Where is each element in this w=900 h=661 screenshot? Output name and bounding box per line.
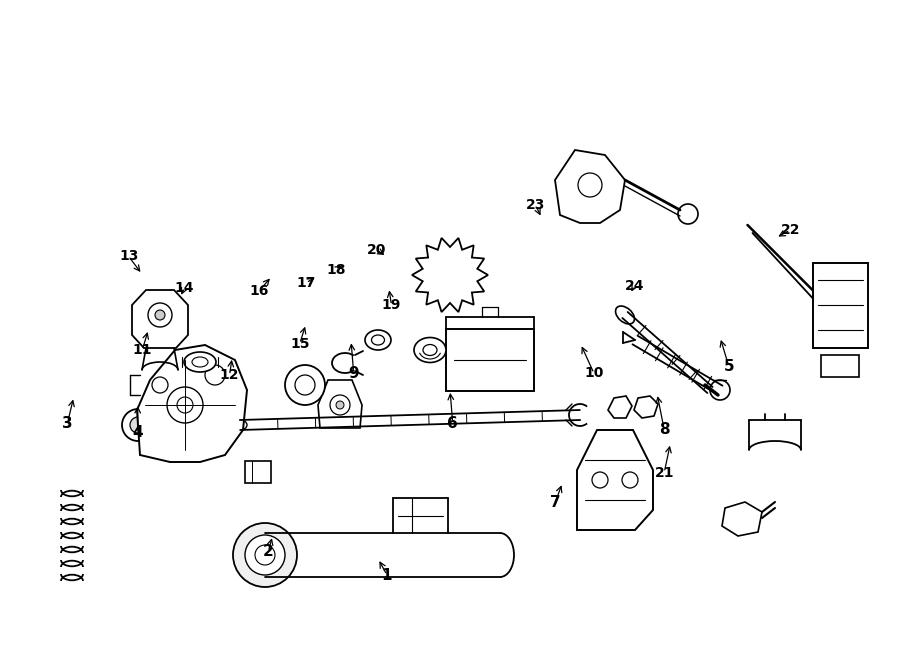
Text: 20: 20 [366,243,386,257]
Text: 2: 2 [263,545,274,559]
Text: 4: 4 [132,426,143,440]
Ellipse shape [365,330,391,350]
Circle shape [122,409,154,441]
Polygon shape [137,345,247,462]
Text: 8: 8 [659,422,670,437]
Bar [446,329,534,391]
Text: 12: 12 [220,368,239,383]
Text: 7: 7 [550,495,561,510]
Text: 10: 10 [584,366,604,381]
Text: 15: 15 [290,336,310,351]
Text: 23: 23 [526,198,545,212]
Ellipse shape [251,533,279,577]
Text: 11: 11 [132,343,152,358]
Ellipse shape [616,306,634,324]
Ellipse shape [414,338,446,362]
Text: 21: 21 [654,465,674,480]
Text: 24: 24 [625,278,644,293]
Text: 17: 17 [296,276,316,290]
Text: 19: 19 [382,298,401,313]
Circle shape [678,204,698,224]
Polygon shape [577,430,653,530]
Polygon shape [555,150,625,223]
Text: 6: 6 [447,416,458,430]
Text: 16: 16 [249,284,269,298]
Text: 22: 22 [780,223,800,237]
Polygon shape [132,290,188,348]
Text: 13: 13 [119,249,139,264]
Text: 1: 1 [382,568,392,582]
Circle shape [285,365,325,405]
Circle shape [233,523,297,587]
Circle shape [155,310,165,320]
Circle shape [245,535,285,575]
Polygon shape [608,396,632,418]
Circle shape [336,401,344,409]
Polygon shape [412,238,488,312]
Bar [245,461,271,483]
Bar [821,354,860,377]
Text: 3: 3 [62,416,73,430]
Circle shape [422,247,478,303]
Text: 9: 9 [348,366,359,381]
Text: 5: 5 [724,360,734,374]
Polygon shape [318,380,362,428]
Text: 18: 18 [326,262,346,277]
Ellipse shape [233,420,247,430]
Text: 14: 14 [175,280,194,295]
Circle shape [130,417,146,433]
Polygon shape [722,502,762,536]
Polygon shape [634,396,658,418]
Ellipse shape [184,352,216,372]
Bar [813,262,868,348]
